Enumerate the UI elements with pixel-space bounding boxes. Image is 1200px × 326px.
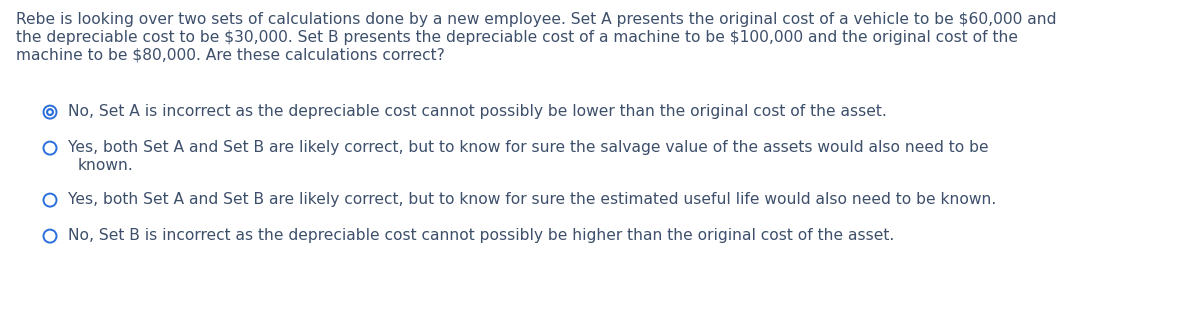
Circle shape: [46, 108, 54, 116]
Text: No, Set A is incorrect as the depreciable cost cannot possibly be lower than the: No, Set A is incorrect as the depreciabl…: [68, 104, 887, 119]
Text: Yes, both Set A and Set B are likely correct, but to know for sure the salvage v: Yes, both Set A and Set B are likely cor…: [68, 140, 989, 155]
Text: known.: known.: [78, 158, 133, 173]
Text: Rebe is looking over two sets of calculations done by a new employee. Set A pres: Rebe is looking over two sets of calcula…: [16, 12, 1056, 27]
Text: the depreciable cost to be \$30,000. Set B presents the depreciable cost of a ma: the depreciable cost to be \$30,000. Set…: [16, 30, 1018, 45]
Text: machine to be \$80,000. Are these calculations correct?: machine to be \$80,000. Are these calcul…: [16, 48, 445, 63]
Circle shape: [43, 194, 56, 207]
Circle shape: [48, 110, 52, 114]
Circle shape: [43, 141, 56, 155]
Circle shape: [43, 230, 56, 243]
Text: No, Set B is incorrect as the depreciable cost cannot possibly be higher than th: No, Set B is incorrect as the depreciabl…: [68, 228, 894, 243]
Text: Yes, both Set A and Set B are likely correct, but to know for sure the estimated: Yes, both Set A and Set B are likely cor…: [68, 192, 996, 207]
Circle shape: [43, 106, 56, 119]
